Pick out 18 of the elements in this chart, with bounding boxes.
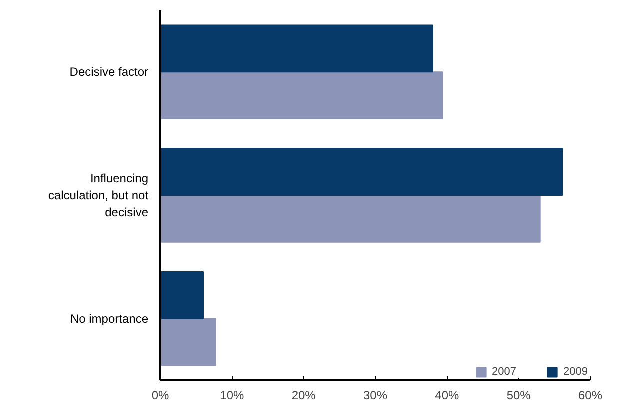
y-tick-label: No importance <box>70 312 149 326</box>
bar <box>160 24 434 73</box>
legend-label: 2007 <box>492 366 517 378</box>
x-tick-label: 50% <box>506 388 532 402</box>
x-tick-label: 10% <box>220 388 245 402</box>
bar <box>160 318 216 366</box>
bar <box>160 195 541 243</box>
x-tick-label: 60% <box>578 388 603 402</box>
x-tick-label: 40% <box>435 388 460 402</box>
x-tick-label: 20% <box>292 388 316 402</box>
y-tick-label: Influencing calculation, but not decisive <box>48 172 150 220</box>
legend-label: 2009 <box>564 366 588 378</box>
bar <box>160 72 444 120</box>
bar <box>160 271 204 320</box>
x-tick-label: 0% <box>152 388 170 402</box>
y-tick-label: Decisive factor <box>70 65 149 80</box>
bar <box>160 148 564 196</box>
x-tick-label: 30% <box>363 388 388 402</box>
